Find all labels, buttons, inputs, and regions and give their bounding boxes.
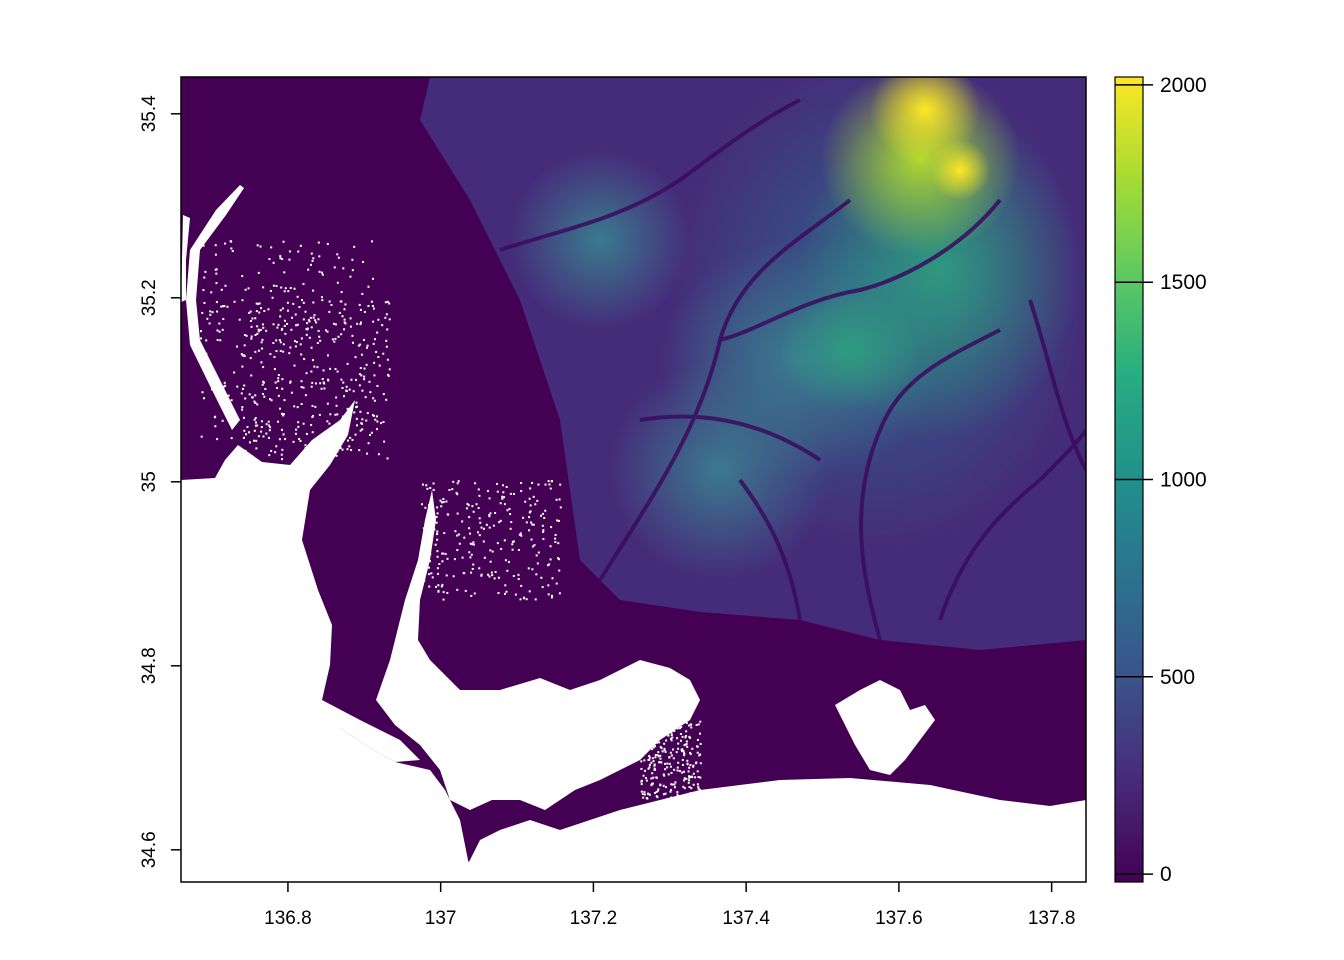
y-axis: 34.6 34.8 35 35.2 35.4 bbox=[139, 95, 181, 868]
elevation-raster bbox=[181, 77, 1086, 882]
x-tick-label: 137.6 bbox=[875, 908, 923, 929]
legend-tick-label: 1000 bbox=[1160, 469, 1207, 492]
color-legend: 0 500 1000 1500 2000 bbox=[1114, 74, 1207, 886]
legend-tick-label: 2000 bbox=[1160, 74, 1207, 97]
y-tick-label: 34.8 bbox=[139, 647, 160, 684]
x-tick-label: 137.4 bbox=[722, 908, 770, 929]
y-tick-label: 35.4 bbox=[139, 95, 160, 132]
x-tick-label: 137.8 bbox=[1028, 908, 1076, 929]
y-tick-label: 34.6 bbox=[139, 831, 160, 868]
x-tick-label: 137 bbox=[425, 908, 457, 929]
x-tick-label: 137.2 bbox=[570, 908, 618, 929]
x-tick-label: 136.8 bbox=[264, 908, 312, 929]
plot-frame bbox=[180, 76, 1087, 883]
x-axis: 136.8 137 137.2 137.4 137.6 137.8 bbox=[264, 882, 1075, 929]
legend-tick-label: 500 bbox=[1160, 666, 1195, 689]
estuary-speckle bbox=[200, 240, 702, 802]
no-data-area bbox=[181, 185, 1086, 882]
y-tick-label: 35 bbox=[139, 471, 160, 492]
y-tick-label: 35.2 bbox=[139, 279, 160, 316]
legend-tick-label: 0 bbox=[1160, 863, 1172, 886]
legend-tick-label: 1500 bbox=[1160, 271, 1207, 294]
